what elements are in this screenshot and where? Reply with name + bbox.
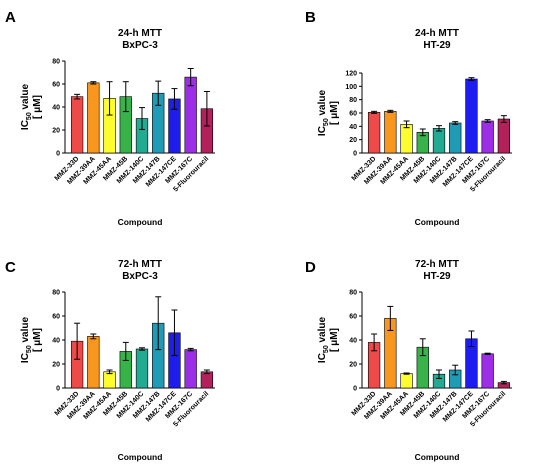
y-tick-label: 120 (345, 71, 357, 78)
x-axis-label: Compound (118, 217, 163, 227)
bar (400, 373, 413, 389)
y-axis-unit: [ μM] (32, 95, 43, 119)
chart-subtitle: BxPC-3 (122, 271, 158, 282)
y-tick-label: 60 (52, 314, 60, 321)
bar (87, 336, 100, 389)
chart-title: 24-h MTT (415, 28, 459, 39)
panel-letter: D (305, 259, 316, 276)
bar (449, 122, 462, 154)
y-tick-label: 0 (56, 151, 60, 158)
bar (184, 76, 197, 154)
bar (367, 112, 381, 154)
bar (70, 96, 84, 154)
x-axis-label: Compound (415, 217, 460, 227)
y-tick-label: 80 (52, 59, 60, 66)
y-tick-label: 40 (349, 338, 357, 345)
y-tick-label: 80 (349, 290, 357, 297)
bar (465, 78, 478, 154)
y-tick-label: 20 (349, 362, 357, 369)
y-tick-label: 80 (349, 97, 357, 104)
x-axis-label: Compound (415, 452, 460, 462)
bar (400, 124, 413, 154)
y-tick-label: 40 (52, 338, 60, 345)
bar (384, 111, 397, 154)
bar (135, 348, 149, 389)
chart-title: 72-h MTT (415, 259, 459, 270)
y-tick-label: 60 (52, 82, 60, 89)
panel-letter: C (5, 259, 16, 276)
y-tick-label: 20 (52, 362, 60, 369)
y-tick-label: 80 (52, 290, 60, 297)
bar (200, 371, 214, 389)
y-axis-unit: [ μM] (32, 328, 43, 352)
bar (103, 371, 116, 389)
y-axis-label: IC50 value (20, 316, 33, 363)
y-axis-unit: [ μM] (329, 328, 340, 352)
y-tick-label: 40 (52, 105, 60, 112)
y-axis-label: IC50 value (20, 83, 33, 130)
y-axis-label: IC50 value (317, 89, 330, 136)
bar (184, 349, 197, 389)
chart-subtitle: HT-29 (423, 40, 451, 51)
x-axis-label: Compound (118, 452, 163, 462)
y-tick-label: 0 (56, 386, 60, 393)
y-tick-label: 20 (52, 128, 60, 135)
y-axis-unit: [ μM] (329, 101, 340, 125)
bar (87, 82, 100, 154)
y-tick-label: 0 (353, 386, 357, 393)
panel-letter: A (5, 9, 16, 26)
chart-title: 72-h MTT (118, 259, 162, 270)
y-axis-label: IC50 value (317, 316, 330, 363)
y-tick-label: 40 (349, 124, 357, 131)
bar (432, 128, 446, 154)
bar (481, 353, 494, 389)
panel-letter: B (305, 9, 316, 26)
y-tick-label: 60 (349, 111, 357, 118)
y-tick-label: 60 (349, 314, 357, 321)
bar (497, 118, 511, 154)
chart-subtitle: BxPC-3 (122, 40, 158, 51)
chart-title: 24-h MTT (118, 28, 162, 39)
chart-subtitle: HT-29 (423, 271, 451, 282)
y-tick-label: 0 (353, 151, 357, 158)
bar (481, 120, 494, 154)
y-tick-label: 100 (345, 84, 357, 91)
y-tick-label: 20 (349, 137, 357, 144)
